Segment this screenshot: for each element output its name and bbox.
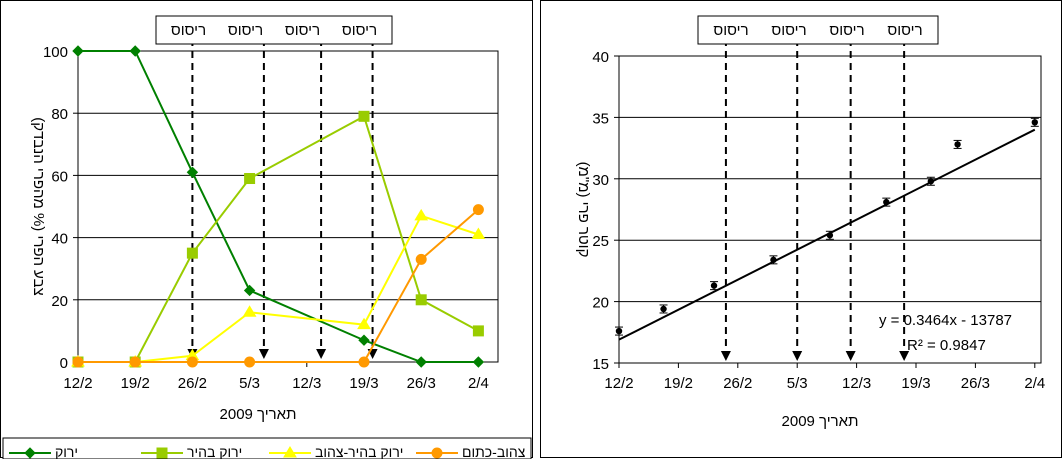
data-point xyxy=(1031,119,1038,126)
trend-equation: y = 0.3464x - 13787 xyxy=(879,312,1012,329)
x-tick-label: 12/3 xyxy=(292,375,321,392)
x-tick-label: 2/4 xyxy=(1024,375,1045,392)
data-point xyxy=(358,110,370,122)
data-point xyxy=(242,305,257,317)
data-point xyxy=(72,356,84,368)
y-tick-label: 35 xyxy=(592,110,609,127)
plot-area xyxy=(77,50,499,363)
treatment-label: ריסוס xyxy=(829,22,864,39)
y-tick-label: 40 xyxy=(592,49,609,66)
data-point xyxy=(660,305,667,313)
data-point xyxy=(357,317,371,330)
y-tick-label: 0 xyxy=(60,355,68,372)
legend-marker xyxy=(156,447,168,459)
legend xyxy=(2,437,532,459)
data-point xyxy=(954,141,961,148)
data-point xyxy=(186,356,198,368)
y-tick-label: 80 xyxy=(51,106,68,123)
treatment-arrow xyxy=(258,349,269,359)
y-tick-label: 30 xyxy=(592,172,609,189)
data-point xyxy=(186,247,198,259)
fruit-color-chart: 0 20 40 60 80 100 12/2 19/2 26/2 5/3 12/3 19/3 26/3 2… xyxy=(0,0,533,459)
y-axis-title: צבע הפרי (% מהפרי הנבדק) xyxy=(30,117,47,295)
y-tick-label: 20 xyxy=(51,293,68,310)
data-point xyxy=(415,294,427,306)
legend-label: ירוק xyxy=(55,444,78,459)
fruit-diameter-chart: 15 20 25 30 35 40 12/2 19/2 26/2 5/3 12/3 19/3 26/3 2… xyxy=(540,0,1062,458)
x-axis-title: תאריך 2009 xyxy=(220,406,297,423)
treatment-label: ריסוס xyxy=(228,22,263,39)
data-point xyxy=(129,45,141,57)
x-tick-label: 12/3 xyxy=(842,375,871,392)
data-point xyxy=(770,256,777,264)
legend-label: צהוב-כתום xyxy=(462,444,526,459)
data-point xyxy=(414,208,429,221)
x-tick-label: 26/3 xyxy=(961,375,990,392)
legend-label: ירוק בהיר xyxy=(187,444,242,459)
y-tick-label: 20 xyxy=(592,295,609,312)
x-tick-label: 12/2 xyxy=(604,375,633,392)
x-tick-label: 26/2 xyxy=(723,375,752,392)
x-tick-label: 2/4 xyxy=(468,375,489,392)
trend-r2: R² = 0.9847 xyxy=(907,337,986,354)
data-point xyxy=(243,284,256,297)
y-tick-label: 15 xyxy=(592,356,609,373)
y-tick-label: 40 xyxy=(51,231,68,248)
data-point xyxy=(415,253,427,265)
legend-label: ירוק בהיר-צהוב xyxy=(315,444,403,459)
x-tick-label: 19/3 xyxy=(901,375,930,392)
treatment-arrow xyxy=(845,351,856,361)
fruit-diameter-chart-svg: 15 20 25 30 35 40 12/2 19/2 26/2 5/3 12/3 19/3 26/3 2… xyxy=(575,15,1045,430)
data-point xyxy=(244,173,256,185)
data-point xyxy=(358,334,370,346)
treatment-label: ריסוס xyxy=(771,22,806,39)
data-point xyxy=(826,232,834,239)
x-tick-label: 5/3 xyxy=(787,375,808,392)
y-tick-label: 60 xyxy=(51,168,68,185)
treatment-arrow xyxy=(899,351,910,361)
data-point xyxy=(710,282,718,289)
legend-marker xyxy=(283,446,297,458)
treatment-label: ריסוס xyxy=(285,22,320,39)
data-point xyxy=(615,327,623,335)
y-tick-label: 25 xyxy=(592,233,609,250)
treatment-arrow xyxy=(792,351,803,361)
treatment-box xyxy=(155,15,393,45)
x-tick-label: 26/3 xyxy=(407,375,436,392)
y-axis-title: קוטר פרי (מ"מ) xyxy=(575,162,592,258)
data-point xyxy=(358,356,370,368)
data-point xyxy=(472,204,484,216)
data-point xyxy=(186,166,199,178)
data-point xyxy=(244,356,256,368)
treatment-arrow xyxy=(720,351,731,361)
x-tick-label: 19/3 xyxy=(349,375,378,392)
y-tick-label: 100 xyxy=(43,44,68,61)
treatment-box xyxy=(697,15,939,45)
data-point xyxy=(129,356,141,368)
treatment-label: ריסוס xyxy=(713,22,748,39)
treatment-label: ריסוס xyxy=(342,22,377,39)
data-point xyxy=(883,198,890,206)
x-tick-label: 26/2 xyxy=(178,375,207,392)
treatment-label: ריסוס xyxy=(887,22,922,39)
x-axis-title: תאריך 2009 xyxy=(782,413,859,430)
fruit-color-chart-svg: 0 20 40 60 80 100 12/2 19/2 26/2 5/3 12/3 19/3 26/3 2… xyxy=(2,15,532,459)
data-point xyxy=(472,356,485,368)
data-point xyxy=(72,45,84,57)
legend-marker xyxy=(431,447,443,459)
x-tick-label: 19/2 xyxy=(121,375,150,392)
data-point xyxy=(472,325,484,337)
x-tick-label: 5/3 xyxy=(239,375,260,392)
data-point xyxy=(927,178,935,185)
x-tick-label: 19/2 xyxy=(664,375,693,392)
data-point xyxy=(415,356,427,368)
data-point xyxy=(471,227,486,239)
treatment-arrow xyxy=(316,349,327,359)
x-tick-label: 12/2 xyxy=(63,375,92,392)
treatment-label: ריסוס xyxy=(171,22,206,39)
